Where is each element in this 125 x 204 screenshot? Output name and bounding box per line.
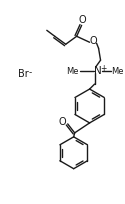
Text: Me: Me [111,67,124,76]
Text: -: - [28,68,32,77]
Text: Me: Me [66,67,79,76]
Text: O: O [79,15,86,25]
Text: O: O [59,117,66,127]
Text: O: O [90,36,97,46]
Text: Br: Br [18,69,29,79]
Text: +: + [100,64,107,73]
Text: N: N [94,66,102,76]
